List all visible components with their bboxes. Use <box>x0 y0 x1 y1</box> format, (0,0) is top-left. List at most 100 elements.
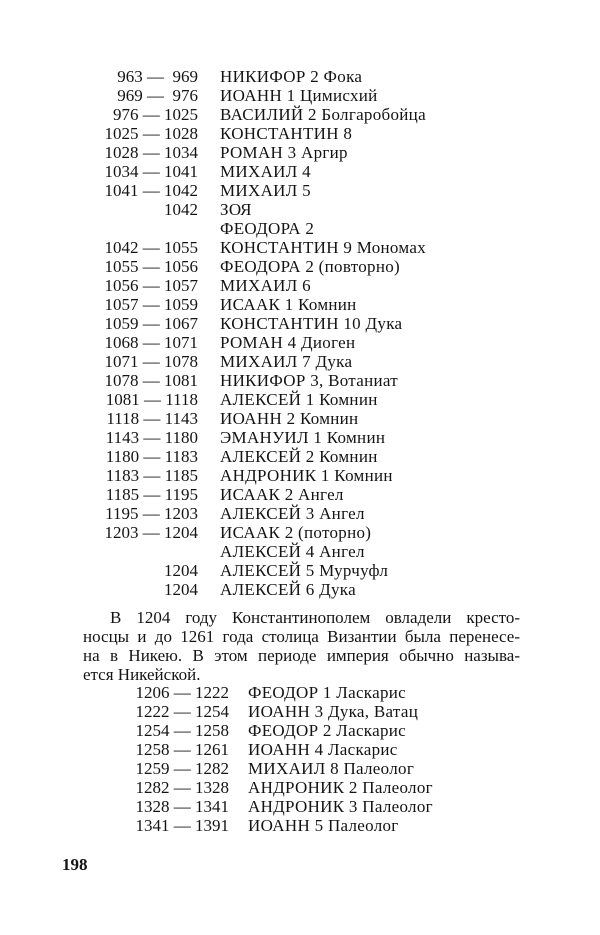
ruler-row: 1185 — 1195 ИСААК 2 Ангел <box>100 485 344 504</box>
ruler-row: 969 — 976 ИОАНН 1 Цимисхий <box>100 86 377 105</box>
ruler-name: ФЕОДОР 2 Ласкарис <box>248 721 406 740</box>
reign-dates: 1118 — 1143 <box>106 409 198 428</box>
reign-dates: 1042 <box>164 200 198 219</box>
reign-dates: 1203 — 1204 <box>104 523 199 542</box>
ruler-row: 1042 ЗОЯ <box>100 200 252 219</box>
ruler-row: 1034 — 1041 МИХАИЛ 4 <box>100 162 311 181</box>
ruler-row: 1143 — 1180 ЭМАНУИЛ 1 Комнин <box>100 428 385 447</box>
ruler-row: 1081 — 1118 АЛЕКСЕЙ 1 Комнин <box>100 390 378 409</box>
ruler-row: 1282 — 1328 АНДРОНИК 2 Палеолог <box>110 778 433 797</box>
reign-dates: 1195 — 1203 <box>105 504 198 523</box>
ruler-name: ЭМАНУИЛ 1 Комнин <box>220 428 386 447</box>
reign-dates: 1259 — 1282 <box>135 759 230 778</box>
ruler-name: ИСААК 1 Комнин <box>220 295 357 314</box>
reign-dates: 976 — 1025 <box>113 105 198 124</box>
reign-dates: 1258 — 1261 <box>135 740 230 759</box>
ruler-name: МИХАИЛ 4 <box>220 162 311 181</box>
ruler-row: 1056 — 1057 МИХАИЛ 6 <box>100 276 311 295</box>
ruler-row: 976 — 1025 ВАСИЛИЙ 2 Болгаробойца <box>100 105 426 124</box>
ruler-name: РОМАН 3 Аргир <box>220 143 348 162</box>
ruler-name: АЛЕКСЕЙ 1 Комнин <box>220 390 378 409</box>
ruler-row: 1042 — 1055 КОНСТАНТИН 9 Мономах <box>100 238 426 257</box>
ruler-row: 1203 — 1204 ИСААК 2 (поторно) <box>100 523 371 542</box>
reign-dates: 1078 — 1081 <box>104 371 199 390</box>
ruler-name: КОНСТАНТИН 10 Дука <box>220 314 403 333</box>
ruler-name: ИОАНН 2 Комнин <box>220 409 359 428</box>
reign-dates: 963 — 969 <box>117 67 198 86</box>
reign-dates: 1081 — 1118 <box>105 390 198 409</box>
ruler-row: 1059 — 1067 КОНСТАНТИН 10 Дука <box>100 314 403 333</box>
reign-dates: 1028 — 1034 <box>104 143 199 162</box>
rulers-list-part1: 963 — 969 НИКИФОР 2 Фока 969 — 976 ИОАНН 1 … <box>100 67 426 599</box>
reign-dates: 1041 — 1042 <box>104 181 199 200</box>
reign-dates: 1328 — 1341 <box>135 797 230 816</box>
ruler-row: 1258 — 1261 ИОАНН 4 Ласкарис <box>110 740 398 759</box>
paragraph-line: В 1204 году Константинополем овладели кр… <box>110 608 520 627</box>
ruler-name: АНДРОНИК 2 Палеолог <box>248 778 433 797</box>
ruler-name: ИСААК 2 (поторно) <box>220 523 372 542</box>
reign-dates: 1034 — 1041 <box>104 162 199 181</box>
reign-dates: 1056 — 1057 <box>104 276 199 295</box>
ruler-row: 1028 — 1034 РОМАН 3 Аргир <box>100 143 348 162</box>
reign-dates: 1222 — 1254 <box>135 702 230 721</box>
ruler-row: 1222 — 1254 ИОАНН 3 Дука, Ватац <box>110 702 418 721</box>
reign-dates: 1055 — 1056 <box>104 257 199 276</box>
ruler-name: МИХАИЛ 8 Палеолог <box>248 759 415 778</box>
ruler-name: РОМАН 4 Диоген <box>220 333 356 352</box>
reign-dates: 969 — 976 <box>117 86 198 105</box>
paragraph-line: на в Никею. В этом периоде империя обычн… <box>83 646 520 665</box>
ruler-row: 1078 — 1081 НИКИФОР 3, Вотаниат <box>100 371 398 390</box>
paragraph-line: ется Никейской. <box>83 665 201 684</box>
ruler-name: КОНСТАНТИН 8 <box>220 124 353 143</box>
ruler-name: МИХАИЛ 7 Дука <box>220 352 353 371</box>
ruler-row: 1041 — 1042 МИХАИЛ 5 <box>100 181 311 200</box>
ruler-name: ИОАНН 3 Дука, Ватац <box>248 702 419 721</box>
reign-dates: 1183 — 1185 <box>105 466 198 485</box>
ruler-row: 1206 — 1222 ФЕОДОР 1 Ласкарис <box>110 683 406 702</box>
ruler-name: ФЕОДОР 1 Ласкарис <box>248 683 406 702</box>
ruler-row: 1195 — 1203 АЛЕКСЕЙ 3 Ангел <box>100 504 364 523</box>
ruler-name: МИХАИЛ 5 <box>220 181 311 200</box>
ruler-name: АЛЕКСЕЙ 3 Ангел <box>220 504 365 523</box>
rulers-list-part2: 1206 — 1222 ФЕОДОР 1 Ласкарис 1222 — 1254 И… <box>110 683 433 835</box>
ruler-row: 1055 — 1056 ФЕОДОРА 2 (повторно) <box>100 257 400 276</box>
nicaea-paragraph: В 1204 году Константинополем овладели кр… <box>83 608 520 684</box>
ruler-row: 1328 — 1341 АНДРОНИК 3 Палеолог <box>110 797 433 816</box>
reign-dates: 1185 — 1195 <box>105 485 198 504</box>
ruler-row: 1071 — 1078 МИХАИЛ 7 Дука <box>100 352 352 371</box>
paragraph-line: носцы и до 1261 года столица Византии бы… <box>83 627 520 646</box>
reign-dates: 1025 — 1028 <box>104 124 199 143</box>
ruler-row: 1068 — 1071 РОМАН 4 Диоген <box>100 333 356 352</box>
reign-dates: 1057 — 1059 <box>104 295 199 314</box>
reign-dates: 1059 — 1067 <box>104 314 199 333</box>
ruler-name: ВАСИЛИЙ 2 Болгаробойца <box>220 105 426 124</box>
ruler-name: АЛЕКСЕЙ 4 Ангел <box>220 542 365 561</box>
reign-dates: 1254 — 1258 <box>135 721 230 740</box>
ruler-name: ИСААК 2 Ангел <box>220 485 344 504</box>
ruler-row: 1259 — 1282 МИХАИЛ 8 Палеолог <box>110 759 414 778</box>
reign-dates: 1143 — 1180 <box>105 428 198 447</box>
ruler-name: АНДРОНИК 3 Палеолог <box>248 797 433 816</box>
ruler-name: КОНСТАНТИН 9 Мономах <box>220 238 426 257</box>
ruler-row: 1025 — 1028 КОНСТАНТИН 8 <box>100 124 352 143</box>
reign-dates: 1204 <box>164 580 198 599</box>
ruler-name: ЗОЯ <box>220 200 252 219</box>
ruler-name: ИОАНН 4 Ласкарис <box>248 740 398 759</box>
ruler-row: 1341 — 1391 ИОАНН 5 Палеолог <box>110 816 399 835</box>
reign-dates: 1042 — 1055 <box>104 238 199 257</box>
ruler-name: ФЕОДОРА 2 <box>220 219 315 238</box>
ruler-name: МИХАИЛ 6 <box>220 276 311 295</box>
ruler-row: 963 — 969 НИКИФОР 2 Фока <box>100 67 362 86</box>
reign-dates: 1206 — 1222 <box>135 683 230 702</box>
ruler-row: 1204 АЛЕКСЕЙ 5 Мурчуфл <box>100 561 388 580</box>
ruler-name: НИКИФОР 3, Вотаниат <box>220 371 399 390</box>
ruler-row: 1057 — 1059 ИСААК 1 Комнин <box>100 295 357 314</box>
ruler-name: АНДРОНИК 1 Комнин <box>220 466 393 485</box>
ruler-name: ИОАНН 5 Палеолог <box>248 816 399 835</box>
reign-dates: 1204 <box>164 561 198 580</box>
reign-dates: 1068 — 1071 <box>104 333 199 352</box>
ruler-row: 1118 — 1143 ИОАНН 2 Комнин <box>100 409 358 428</box>
ruler-name: АЛЕКСЕЙ 2 Комнин <box>220 447 378 466</box>
ruler-name: АЛЕКСЕЙ 6 Дука <box>220 580 356 599</box>
ruler-row: 1183 — 1185 АНДРОНИК 1 Комнин <box>100 466 393 485</box>
